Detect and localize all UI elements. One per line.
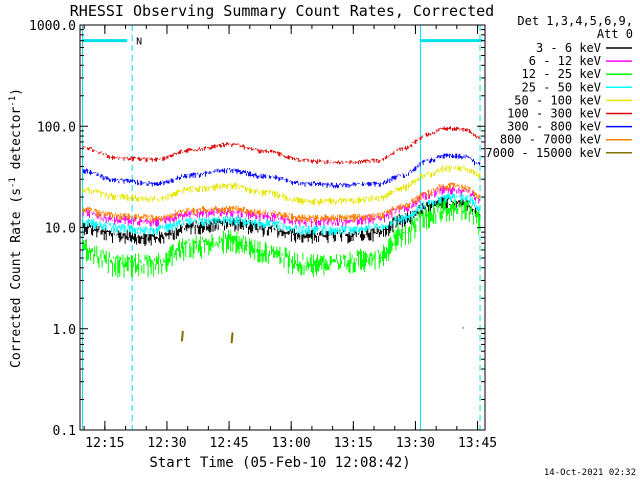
night-label: N	[136, 37, 142, 48]
y-tick-label: 100.0	[37, 120, 76, 135]
legend-label: 300 - 800 keV	[507, 120, 601, 134]
series-line	[82, 192, 481, 236]
y-axis-label-sup: -1	[8, 96, 18, 107]
x-tick-label: 12:15	[85, 436, 124, 451]
series-line	[82, 153, 481, 189]
y-axis-label-end: )	[9, 88, 24, 96]
legend-label: 3 - 6 keV	[536, 41, 601, 55]
footer-date: 14-Oct-2021 02:32	[544, 468, 636, 478]
legend-label: 12 - 25 keV	[522, 67, 601, 81]
y-axis-label-sup: -1	[8, 177, 18, 188]
y-tick-label: 0.1	[53, 424, 76, 439]
series-mark	[230, 332, 234, 344]
y-axis-label-mid: detector	[9, 107, 24, 178]
x-tick-label: 13:30	[396, 436, 435, 451]
y-tick-label: 1.0	[53, 323, 76, 338]
chart-title: RHESSI Observing Summary Count Rates, Co…	[70, 2, 494, 20]
y-axis-label-main: Corrected Count Rate (s	[9, 188, 24, 368]
x-axis: 12:15 12:30 12:45 13:00 13:15 13:30 13:45	[83, 25, 497, 451]
legend-label: 100 - 300 keV	[507, 107, 601, 121]
legend-label: 50 - 100 keV	[514, 93, 601, 107]
series-line	[82, 182, 481, 223]
series-line	[82, 198, 481, 278]
y-tick-label: 1000.0	[29, 19, 76, 34]
y-tick-label: 10.0	[45, 222, 76, 237]
y-axis-label: Corrected Count Rate (s-1 detector-1)	[8, 88, 24, 368]
x-tick-label: 13:45	[458, 436, 497, 451]
series-mark	[180, 330, 184, 342]
legend-header-line1: Det 1,3,4,5,6,9,	[517, 14, 633, 28]
series-line	[82, 165, 481, 206]
legend-label: 6 - 12 keV	[529, 54, 601, 68]
legend-label: 800 - 7000 keV	[500, 133, 601, 147]
x-tick-label: 12:30	[147, 436, 186, 451]
x-tick-label: 13:15	[334, 436, 373, 451]
x-axis-label: Start Time (05-Feb-10 12:08:42)	[149, 455, 410, 471]
y-axis: 1000.0 100.0 10.0 1.0 0.1	[29, 19, 485, 439]
legend-label: 7000 - 15000 keV	[485, 146, 601, 160]
legend-header-line2: Att 0	[597, 27, 633, 41]
x-tick-label: 13:00	[272, 436, 311, 451]
legend-label: 25 - 50 keV	[522, 80, 601, 94]
x-tick-label: 12:45	[210, 436, 249, 451]
